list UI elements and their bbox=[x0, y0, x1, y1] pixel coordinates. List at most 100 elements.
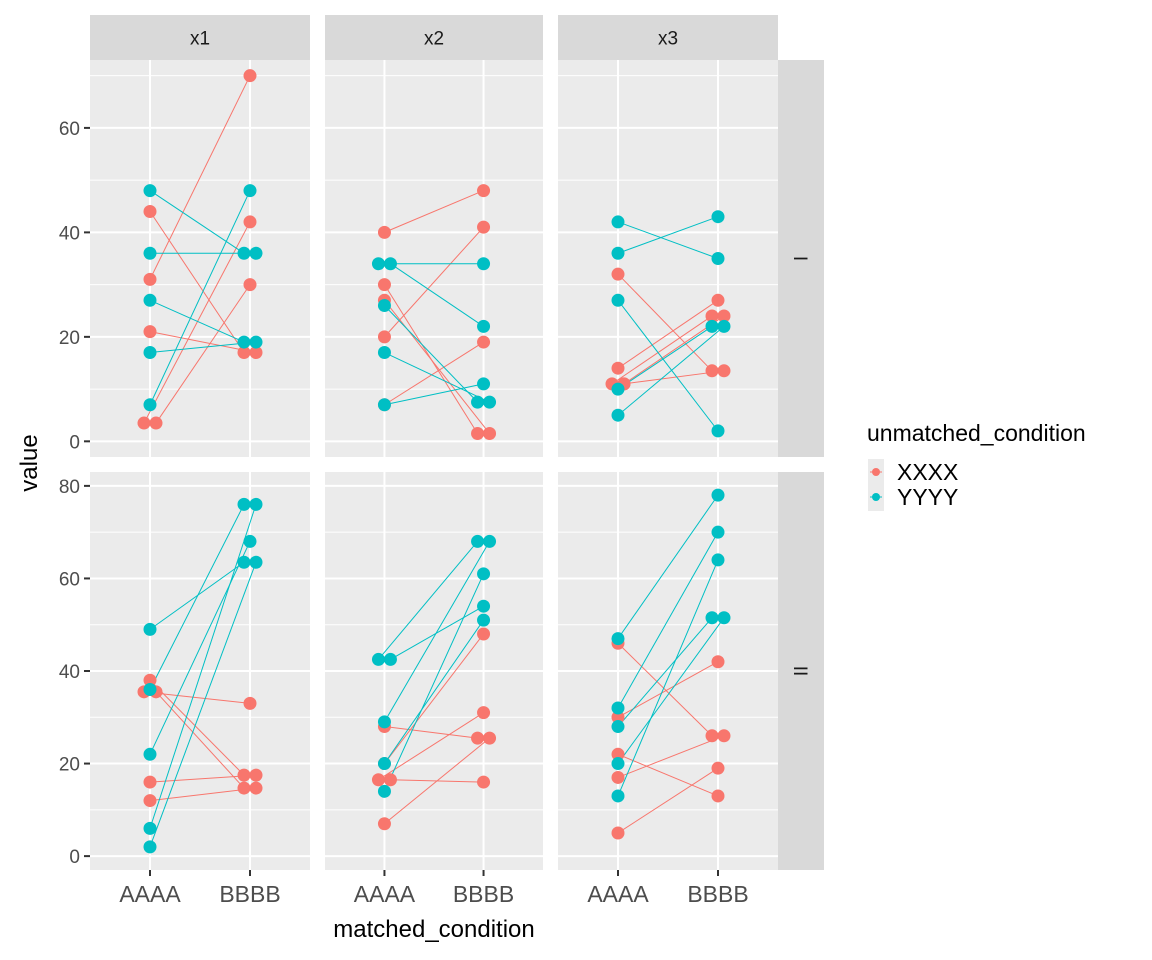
data-point-yyyy bbox=[143, 622, 157, 636]
panel-background bbox=[325, 60, 543, 457]
data-point-yyyy bbox=[477, 319, 491, 333]
pair-line-xxxx bbox=[617, 661, 719, 718]
legend-title: unmatched_condition bbox=[867, 420, 1086, 446]
pair-line-xxxx bbox=[384, 633, 484, 764]
data-point-yyyy bbox=[611, 382, 625, 396]
data-point-yyyy bbox=[711, 424, 725, 438]
x-tick-label: BBBB bbox=[219, 881, 280, 907]
data-point-yyyy bbox=[143, 683, 157, 697]
data-point-yyyy bbox=[143, 184, 157, 198]
strip-label: II bbox=[789, 666, 810, 677]
data-point-xxxx bbox=[611, 710, 625, 724]
data-point-xxxx bbox=[611, 267, 625, 281]
data-point-yyyy bbox=[477, 257, 491, 271]
data-point-yyyy bbox=[471, 395, 485, 409]
data-point-yyyy bbox=[717, 611, 731, 625]
data-point-yyyy bbox=[237, 246, 251, 260]
data-point-yyyy bbox=[243, 184, 257, 198]
pair-line-yyyy bbox=[384, 305, 478, 403]
panel-x2-II bbox=[325, 472, 543, 870]
pair-line-xxxx bbox=[617, 642, 713, 737]
data-point-yyyy bbox=[611, 757, 625, 771]
y-tick-label: 0 bbox=[69, 847, 80, 868]
data-point-yyyy bbox=[377, 299, 391, 313]
strip-label: x1 bbox=[190, 29, 210, 50]
x-tick-label: AAAA bbox=[119, 881, 181, 907]
panel-x1-I bbox=[90, 60, 310, 457]
panel-x1-II bbox=[90, 472, 310, 870]
pair-line-xxxx bbox=[149, 331, 257, 354]
data-point-xxxx bbox=[705, 364, 719, 378]
data-point-xxxx bbox=[243, 69, 257, 83]
pair-line-xxxx bbox=[617, 273, 713, 372]
data-point-xxxx bbox=[237, 346, 251, 360]
legend-item-yyyy: YYYY bbox=[870, 484, 958, 510]
strip-label: x3 bbox=[658, 29, 678, 50]
data-point-yyyy bbox=[477, 377, 491, 391]
data-point-xxxx bbox=[377, 278, 391, 292]
y-tick-label: 60 bbox=[59, 569, 80, 590]
x-tick-label: AAAA bbox=[354, 881, 416, 907]
data-point-yyyy bbox=[483, 534, 497, 548]
data-point-xxxx bbox=[249, 768, 263, 782]
y-tick-label: 0 bbox=[69, 432, 80, 453]
data-point-yyyy bbox=[143, 398, 157, 412]
data-point-yyyy bbox=[377, 715, 391, 729]
strip-background bbox=[558, 15, 778, 60]
data-point-xxxx bbox=[149, 416, 163, 430]
data-point-yyyy bbox=[249, 335, 263, 349]
data-point-yyyy bbox=[477, 599, 491, 613]
data-point-yyyy bbox=[483, 395, 497, 409]
pair-line-xxxx bbox=[384, 226, 484, 338]
pair-line-yyyy bbox=[149, 562, 257, 848]
data-point-xxxx bbox=[611, 361, 625, 375]
pair-line-xxxx bbox=[617, 299, 719, 369]
pair-line-yyyy bbox=[617, 326, 725, 416]
pair-line-xxxx bbox=[384, 190, 484, 233]
data-point-yyyy bbox=[249, 497, 263, 511]
data-point-xxxx bbox=[377, 817, 391, 831]
data-point-xxxx bbox=[137, 416, 151, 430]
pair-line-yyyy bbox=[383, 573, 485, 792]
pair-line-xxxx bbox=[384, 299, 490, 434]
strip-background bbox=[778, 60, 824, 457]
pair-line-xxxx bbox=[155, 284, 251, 424]
pair-line-xxxx bbox=[617, 735, 725, 778]
data-point-yyyy bbox=[377, 784, 391, 798]
data-point-xxxx bbox=[717, 309, 731, 323]
pair-line-yyyy bbox=[617, 221, 719, 259]
data-point-yyyy bbox=[711, 210, 725, 224]
x-tick-label: BBBB bbox=[453, 881, 514, 907]
data-point-xxxx bbox=[243, 215, 257, 229]
data-point-yyyy bbox=[711, 252, 725, 265]
data-point-yyyy bbox=[711, 525, 725, 539]
pair-line-xxxx bbox=[149, 75, 251, 280]
data-point-yyyy bbox=[377, 398, 391, 412]
data-point-yyyy bbox=[705, 319, 719, 333]
data-point-xxxx bbox=[705, 729, 719, 743]
axes-layer: 0 20 40 60 0 20 40 60 80 AAAA BBBB AAAA BBBB AAAA BBBB bbox=[59, 119, 749, 907]
data-point-xxxx bbox=[477, 706, 491, 720]
pair-line-xxxx bbox=[149, 679, 245, 776]
pair-line-yyyy bbox=[384, 619, 484, 764]
pair-line-xxxx bbox=[384, 737, 490, 825]
data-point-yyyy bbox=[611, 215, 625, 229]
pair-line-yyyy bbox=[617, 531, 719, 709]
strip-background bbox=[778, 472, 824, 870]
data-point-xxxx bbox=[249, 346, 263, 360]
pair-line-xxxx bbox=[143, 221, 251, 424]
data-point-xxxx bbox=[237, 768, 251, 782]
data-point-xxxx bbox=[371, 773, 385, 787]
data-point-yyyy bbox=[249, 246, 263, 260]
legend-key-background bbox=[868, 459, 884, 511]
data-point-yyyy bbox=[143, 346, 157, 360]
y-tick-label: 20 bbox=[59, 328, 80, 349]
data-point-xxxx bbox=[377, 330, 391, 344]
pair-line-xxxx bbox=[378, 712, 484, 781]
pair-line-yyyy bbox=[390, 263, 484, 327]
panel-x3-I bbox=[558, 60, 778, 457]
data-point-yyyy bbox=[143, 246, 157, 260]
strip-col-x1: x1 bbox=[90, 15, 310, 60]
